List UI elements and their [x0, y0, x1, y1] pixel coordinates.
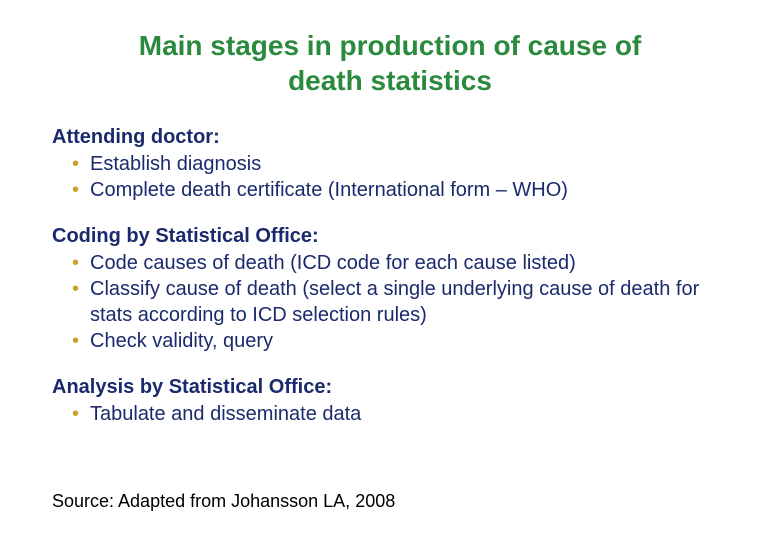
section-coding: Coding by Statistical Office: Code cause… [52, 225, 728, 354]
list-item: Code causes of death (ICD code for each … [72, 250, 728, 276]
list-item: Complete death certificate (Internationa… [72, 177, 728, 203]
section-heading: Analysis by Statistical Office: [52, 376, 728, 399]
list-item: Check validity, query [72, 328, 728, 354]
slide-title: Main stages in production of cause of de… [0, 0, 780, 108]
bullet-list: Code causes of death (ICD code for each … [52, 250, 728, 354]
section-heading: Attending doctor: [52, 126, 728, 149]
source-citation: Source: Adapted from Johansson LA, 2008 [52, 491, 395, 512]
list-item: Establish diagnosis [72, 151, 728, 177]
bullet-list: Tabulate and disseminate data [52, 401, 728, 427]
section-analysis: Analysis by Statistical Office: Tabulate… [52, 376, 728, 427]
list-item: Classify cause of death (select a single… [72, 276, 728, 328]
title-line-1: Main stages in production of cause of [139, 30, 642, 61]
section-heading: Coding by Statistical Office: [52, 225, 728, 248]
slide-content: Attending doctor: Establish diagnosis Co… [0, 108, 780, 427]
title-line-2: death statistics [288, 65, 492, 96]
section-attending-doctor: Attending doctor: Establish diagnosis Co… [52, 126, 728, 203]
list-item: Tabulate and disseminate data [72, 401, 728, 427]
bullet-list: Establish diagnosis Complete death certi… [52, 151, 728, 203]
